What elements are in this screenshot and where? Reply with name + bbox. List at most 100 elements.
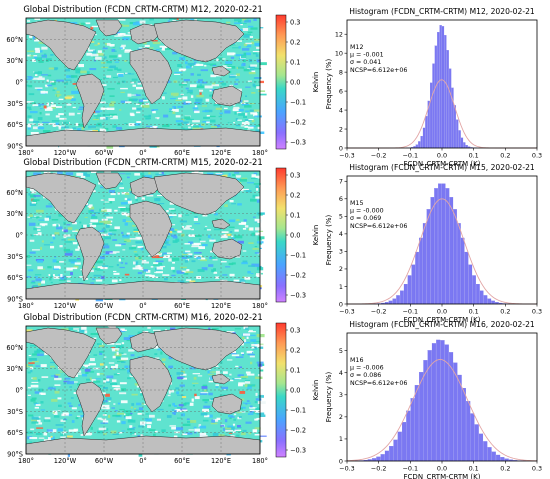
- stats-annotation: M12: [350, 44, 363, 51]
- histogram-bar: [414, 385, 419, 462]
- histogram-bars: [354, 339, 526, 462]
- lon-tick-label: 120°E: [211, 457, 231, 465]
- lat-tick-label: 30°S: [7, 100, 23, 108]
- histogram-panel-2: Histogram (FCDN_CRTM-CRTM) M15, 2020-02-…: [325, 163, 542, 324]
- y-tick-label: 0: [339, 457, 343, 465]
- y-axis-label: Frequency (%): [325, 214, 333, 265]
- histogram-title: Histogram (FCDN_CRTM-CRTM) M15, 2020-02-…: [349, 163, 535, 172]
- histogram-bar: [376, 456, 381, 462]
- histogram-bar: [491, 451, 496, 462]
- x-tick-label: 0.3: [532, 465, 542, 473]
- map-gridlines: [26, 18, 260, 146]
- y-tick-label: 6: [339, 195, 343, 203]
- histogram-bar: [411, 264, 416, 305]
- x-tick-label: −0.1: [403, 152, 419, 160]
- lat-tick-label: 60°S: [7, 121, 23, 129]
- y-tick-label: 4: [339, 369, 343, 377]
- histogram-bar: [425, 116, 428, 149]
- lon-tick-label: 120°W: [54, 457, 77, 465]
- x-tick-label: 0.1: [469, 308, 479, 316]
- histogram-bar: [487, 298, 492, 305]
- lon-tick-label: 180°: [252, 302, 268, 310]
- histogram-bar: [419, 237, 423, 305]
- histogram-bars: [406, 25, 478, 149]
- x-tick-label: 0.2: [500, 465, 510, 473]
- y-tick-label: 5: [339, 347, 343, 355]
- lon-tick-label: 60°E: [174, 149, 190, 157]
- stats-annotation: NCSP=6.612e+06: [350, 223, 407, 230]
- histogram-bar: [445, 188, 450, 305]
- histogram-bar: [432, 63, 435, 149]
- colorbar-tick-label: 0.0: [290, 386, 301, 394]
- histogram-bar: [406, 410, 411, 462]
- lat-tick-label: 30°N: [6, 210, 23, 218]
- lon-tick-label: 180°: [18, 149, 34, 157]
- y-tick-label: 1: [339, 283, 343, 291]
- histogram-title: Histogram (FCDN_CRTM-CRTM) M16, 2020-02-…: [349, 320, 535, 329]
- lat-tick-label: 90°S: [7, 451, 23, 459]
- histogram-bar: [446, 50, 449, 149]
- colorbar: [275, 14, 287, 150]
- stats-annotation: σ = 0.041: [350, 59, 381, 66]
- y-tick-label: 2: [339, 413, 343, 421]
- x-tick-label: 0.2: [500, 152, 510, 160]
- lon-tick-label: 180°: [252, 149, 268, 157]
- histogram-bar: [392, 298, 397, 305]
- histogram-bar: [463, 142, 466, 149]
- stats-annotation: μ = -0.000: [350, 208, 384, 215]
- histogram-bar: [415, 144, 418, 149]
- colorbar-tick-label: −0.2: [290, 118, 306, 126]
- histogram-bar: [439, 25, 442, 149]
- x-axis-label: FCDN_CRTM-CRTM (K): [404, 316, 481, 324]
- histogram-bar: [437, 32, 440, 149]
- lat-tick-label: 90°S: [7, 143, 23, 151]
- x-axis-label: FCDN_CRTM-CRTM (K): [404, 160, 481, 168]
- histogram-bar: [491, 300, 495, 305]
- histogram-bar: [470, 413, 475, 462]
- lon-tick-label: 120°E: [211, 149, 231, 157]
- colorbar-tick-label: −0.1: [290, 251, 306, 259]
- histogram-bar: [441, 26, 445, 149]
- x-tick-label: −0.2: [371, 308, 387, 316]
- histogram-bar: [384, 450, 389, 462]
- histogram-bar: [389, 446, 394, 462]
- normal-fit-curve: [347, 198, 537, 305]
- lon-tick-label: 60°W: [95, 149, 114, 157]
- colorbar-tick-label: 0.3: [290, 171, 301, 179]
- y-tick-label: 12: [335, 31, 343, 39]
- map-panel-1: Global Distribution (FCDN_CRTM-CRTM) M12…: [6, 4, 320, 157]
- map-title: Global Distribution (FCDN_CRTM-CRTM) M12…: [23, 4, 262, 14]
- histogram-bar: [441, 183, 446, 305]
- histogram-bar: [453, 105, 456, 149]
- x-tick-label: −0.2: [371, 465, 387, 473]
- stats-annotation: NCSP=6.612e+06: [350, 67, 407, 74]
- histogram-bar: [434, 45, 437, 149]
- histogram-bar: [419, 372, 424, 462]
- histogram-bar: [476, 284, 480, 305]
- lon-tick-label: 60°E: [174, 457, 190, 465]
- histogram-bar: [422, 127, 426, 149]
- colorbar: [275, 167, 287, 303]
- x-tick-label: 0.1: [469, 152, 479, 160]
- histogram-panel-1: Histogram (FCDN_CRTM-CRTM) M12, 2020-02-…: [325, 7, 542, 168]
- histogram-bar: [438, 183, 442, 305]
- y-tick-label: 7: [339, 178, 343, 186]
- histogram-bar: [500, 457, 505, 462]
- lat-tick-label: 60°N: [6, 36, 23, 44]
- y-tick-label: 4: [339, 106, 343, 114]
- colorbar-tick-label: 0.0: [290, 78, 301, 86]
- histogram-bar: [436, 339, 441, 462]
- y-tick-label: 5: [339, 213, 343, 221]
- colorbar-tick-label: −0.1: [290, 406, 306, 414]
- histogram-bars: [373, 183, 511, 305]
- map-gridlines: [26, 326, 260, 454]
- lat-tick-label: 30°N: [6, 365, 23, 373]
- map-panel-2: Global Distribution (FCDN_CRTM-CRTM) M15…: [6, 157, 320, 310]
- histogram-bar: [418, 141, 421, 149]
- y-tick-label: 3: [339, 248, 343, 256]
- histogram-bar: [434, 188, 438, 305]
- colorbar-tick-label: 0.1: [290, 366, 301, 374]
- histogram-bar: [456, 119, 459, 149]
- map-frame: [25, 17, 261, 147]
